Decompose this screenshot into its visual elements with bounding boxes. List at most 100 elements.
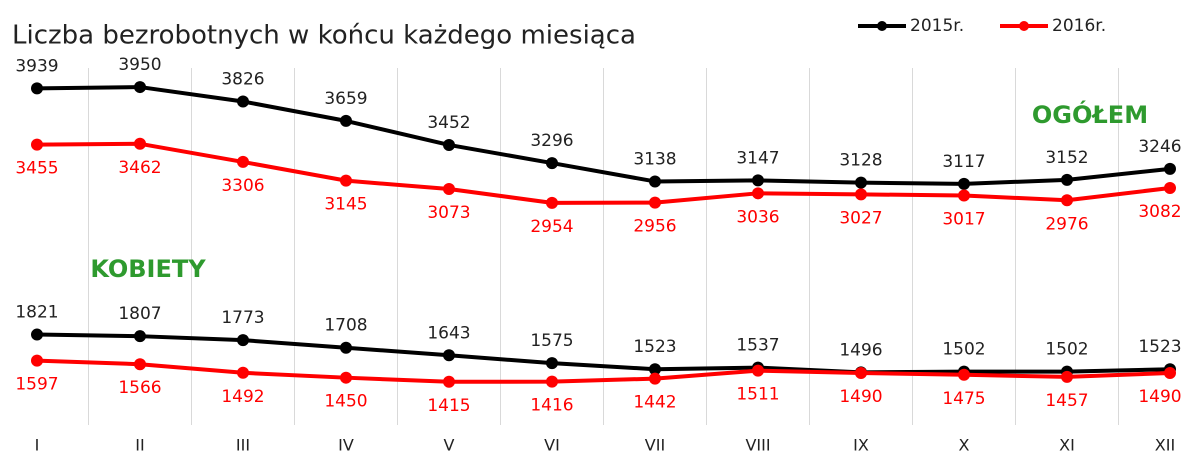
data-point (340, 371, 352, 384)
data-point (134, 81, 146, 94)
data-label: 3950 (118, 55, 161, 75)
data-label: 1566 (118, 378, 161, 398)
data-point (546, 196, 558, 209)
data-point (31, 328, 43, 341)
x-tick-label: XI (1059, 436, 1075, 455)
data-label: 3117 (942, 152, 985, 172)
data-point (31, 138, 43, 151)
x-tick-label: II (135, 436, 144, 455)
series-line (36, 358, 1171, 384)
x-tick-label: XII (1155, 436, 1175, 455)
data-label: 1416 (530, 396, 573, 416)
data-label: 3455 (15, 159, 58, 179)
data-label: 3452 (427, 113, 470, 133)
data-label: 3138 (633, 149, 676, 169)
data-label: 1807 (118, 304, 161, 324)
data-label: 1708 (324, 316, 367, 336)
data-label: 1442 (633, 393, 676, 413)
data-label: 1450 (324, 392, 367, 412)
data-label: 1773 (221, 308, 264, 328)
data-label: 2976 (1045, 214, 1088, 234)
data-label: 3073 (427, 203, 470, 223)
series-line (36, 85, 1171, 186)
x-tick-label: IV (338, 436, 354, 455)
data-label: 1821 (15, 303, 58, 323)
data-label: 1597 (15, 375, 58, 395)
data-point (1164, 367, 1176, 380)
data-point (546, 357, 558, 370)
data-label: 1492 (221, 387, 264, 407)
data-label: 2954 (530, 217, 573, 237)
data-point (1061, 370, 1073, 383)
data-point (134, 330, 146, 343)
data-point (443, 138, 455, 151)
data-point (31, 82, 43, 95)
data-point (1061, 194, 1073, 207)
data-label: 1575 (530, 331, 573, 351)
data-point (237, 366, 249, 379)
data-point (1164, 181, 1176, 194)
data-point (752, 364, 764, 377)
data-label: 1643 (427, 323, 470, 343)
data-label: 3017 (942, 210, 985, 230)
x-tick-label: IX (853, 436, 869, 455)
group-label: KOBIETY (90, 255, 206, 283)
legend-marker (877, 21, 887, 31)
data-label: 1511 (736, 385, 779, 405)
data-label: 3152 (1045, 148, 1088, 168)
data-point (340, 114, 352, 127)
data-point (1164, 162, 1176, 175)
data-point (649, 196, 661, 209)
data-point (649, 372, 661, 385)
x-tick-label: VII (645, 436, 665, 455)
data-label: 3306 (221, 176, 264, 196)
x-tick-label: I (35, 436, 40, 455)
data-point (31, 354, 43, 367)
legend-label: 2016r. (1052, 16, 1106, 36)
data-point (752, 187, 764, 200)
data-label: 3082 (1138, 202, 1181, 222)
data-point (855, 188, 867, 201)
data-point (237, 155, 249, 168)
data-label: 3246 (1138, 137, 1181, 157)
data-point (855, 176, 867, 189)
data-point (443, 375, 455, 388)
data-point (546, 375, 558, 388)
data-point (649, 175, 661, 188)
data-point (1061, 173, 1073, 186)
x-tick-label: VIII (745, 436, 770, 455)
data-label: 3128 (839, 151, 882, 171)
data-label: 3036 (736, 207, 779, 227)
data-point (958, 368, 970, 381)
data-label: 1502 (942, 340, 985, 360)
legend-marker (1019, 21, 1029, 31)
x-tick-label: VI (544, 436, 560, 455)
data-label: 3462 (118, 158, 161, 178)
data-label: 1475 (942, 389, 985, 409)
data-label: 3659 (324, 89, 367, 109)
data-label: 3939 (15, 56, 58, 76)
data-point (134, 137, 146, 150)
data-label: 3027 (839, 208, 882, 228)
data-point (649, 363, 661, 376)
chart-title: Liczba bezrobotnych w końcu każdego mies… (12, 21, 636, 51)
data-point (443, 183, 455, 196)
data-label: 3296 (530, 131, 573, 151)
data-point (237, 95, 249, 108)
data-point (443, 349, 455, 362)
data-point (340, 174, 352, 187)
x-tick-label: III (236, 436, 250, 455)
data-point (855, 367, 867, 380)
data-label: 3145 (324, 195, 367, 215)
series-line (36, 141, 1171, 205)
data-label: 1415 (427, 396, 470, 416)
data-label: 3826 (221, 69, 264, 89)
data-point (546, 157, 558, 170)
data-label: 1457 (1045, 391, 1088, 411)
data-label: 3147 (736, 148, 779, 168)
legend-label: 2015r. (910, 16, 964, 36)
series-line (36, 332, 1171, 375)
data-label: 1523 (633, 337, 676, 357)
data-point (340, 341, 352, 354)
